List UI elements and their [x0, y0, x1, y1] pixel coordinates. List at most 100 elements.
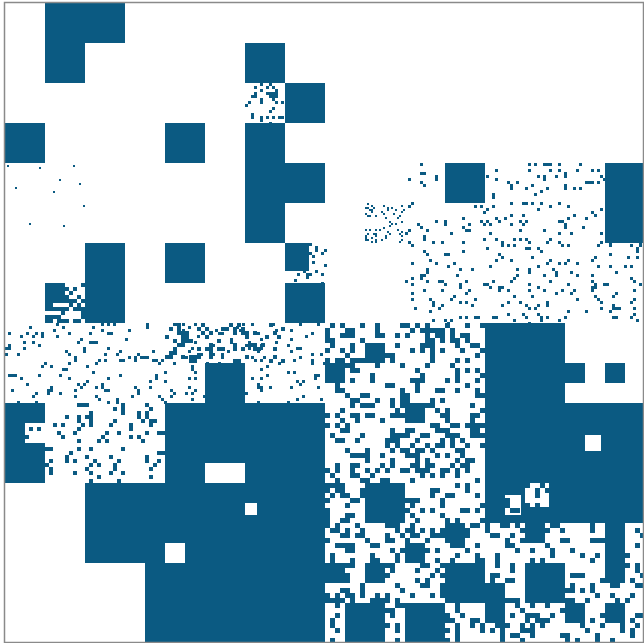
dot [570, 292, 573, 295]
dot [455, 608, 460, 613]
dot [570, 573, 575, 578]
dot [528, 271, 531, 274]
dot [61, 435, 65, 439]
dot [29, 455, 33, 459]
dot [400, 433, 405, 438]
dot [221, 347, 225, 351]
dot [50, 386, 53, 389]
dot [585, 598, 590, 603]
dot [137, 415, 141, 419]
dot [410, 533, 415, 538]
dot [321, 282, 324, 285]
dot [500, 613, 505, 618]
dot [92, 341, 95, 344]
dot [501, 304, 504, 307]
dot [425, 433, 430, 438]
dot [595, 553, 600, 558]
dot [49, 459, 53, 463]
dot [435, 558, 440, 563]
dot [230, 341, 233, 344]
dot [400, 403, 405, 408]
dot [498, 286, 501, 289]
dot [260, 359, 263, 362]
dot [62, 368, 65, 371]
dot [20, 377, 23, 380]
dot [455, 638, 460, 643]
dot [86, 365, 89, 368]
dot [157, 431, 161, 435]
dot [528, 247, 531, 250]
dot [420, 373, 425, 378]
dot [383, 205, 385, 207]
dot [450, 558, 455, 563]
dot [522, 313, 525, 316]
dot [395, 408, 400, 413]
dot [317, 323, 320, 326]
dot [370, 543, 375, 548]
dot [395, 433, 400, 438]
dot [360, 358, 365, 363]
dot [217, 339, 221, 343]
dot [77, 439, 81, 443]
dot [137, 435, 141, 439]
dot [5, 439, 9, 443]
dot [25, 455, 29, 459]
dot [430, 328, 435, 333]
dot [520, 638, 525, 643]
dot [411, 298, 414, 301]
dot [263, 356, 266, 359]
dot [335, 413, 340, 418]
dot [293, 359, 296, 362]
dot [486, 283, 489, 286]
dot [552, 268, 555, 271]
dot [495, 238, 498, 241]
dot [410, 638, 415, 643]
dot [385, 523, 390, 528]
dot [25, 435, 29, 439]
dot [455, 458, 460, 463]
dot [595, 593, 600, 598]
dot [370, 573, 375, 578]
dot [375, 598, 380, 603]
dot [294, 279, 297, 282]
dot [480, 348, 485, 353]
dot [595, 633, 600, 638]
dot [325, 538, 330, 543]
dot [260, 386, 263, 389]
dot [440, 573, 445, 578]
dot [191, 368, 194, 371]
dot [371, 211, 373, 213]
dot [475, 388, 480, 393]
dot [420, 343, 425, 348]
dot [410, 523, 415, 528]
dot [65, 350, 68, 353]
dot [450, 232, 453, 235]
dot [303, 243, 306, 246]
dot [227, 380, 230, 383]
dot [57, 319, 61, 323]
dot [191, 392, 194, 395]
dot [85, 415, 89, 419]
dot [480, 373, 485, 378]
dot [61, 311, 65, 315]
dot [545, 618, 550, 623]
dot [104, 359, 107, 362]
dot [350, 513, 355, 518]
dot [625, 488, 630, 493]
dot [212, 377, 215, 380]
dot [350, 343, 355, 348]
dot [17, 443, 21, 447]
dot [345, 588, 350, 593]
dot [405, 323, 410, 328]
dot [495, 553, 500, 558]
dot [149, 380, 152, 383]
dot [465, 316, 468, 319]
dot [375, 333, 380, 338]
dot [45, 447, 49, 451]
dot [149, 467, 153, 471]
dot [470, 428, 475, 433]
dot [600, 538, 605, 543]
dot [56, 323, 59, 326]
dot [590, 558, 595, 563]
dot [370, 518, 375, 523]
